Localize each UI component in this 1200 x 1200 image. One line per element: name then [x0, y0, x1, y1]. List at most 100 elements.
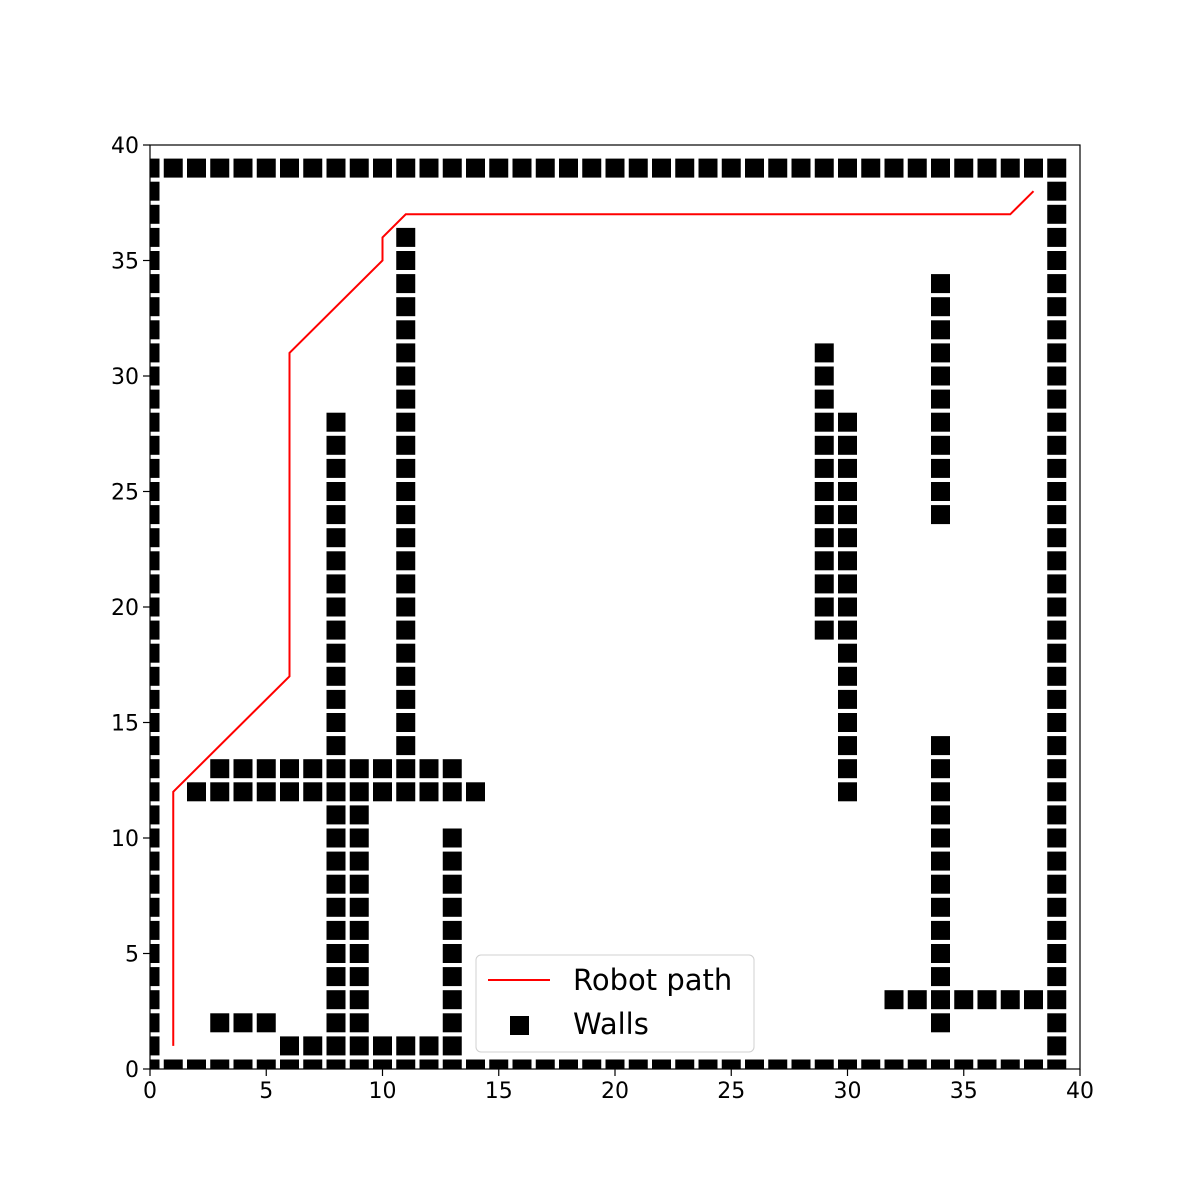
wall-marker [233, 782, 253, 802]
wall-marker [931, 343, 950, 363]
wall-marker [150, 620, 160, 640]
wall-marker [838, 597, 857, 617]
wall-marker [349, 967, 369, 987]
wall-marker [1047, 689, 1067, 709]
wall-marker [1047, 204, 1067, 224]
wall-marker [838, 1059, 857, 1069]
wall-marker [326, 643, 346, 663]
wall-marker [931, 805, 950, 825]
wall-marker [1024, 1059, 1043, 1069]
wall-marker [150, 482, 160, 501]
wall-marker [1047, 967, 1067, 987]
wall-marker [931, 458, 950, 478]
wall-marker [814, 389, 834, 409]
wall-marker [931, 759, 950, 779]
wall-marker [466, 1059, 485, 1069]
wall-marker [280, 1036, 299, 1056]
wall-marker [396, 551, 416, 571]
wall-marker [150, 920, 160, 940]
wall-marker [396, 297, 416, 317]
y-tick-label: 5 [125, 943, 139, 968]
wall-marker [150, 458, 160, 478]
wall-marker [150, 828, 160, 848]
wall-marker [349, 759, 369, 779]
wall-marker [326, 851, 346, 871]
wall-marker [326, 828, 346, 848]
wall-marker [489, 158, 509, 178]
wall-marker [931, 1013, 950, 1033]
wall-marker [814, 551, 834, 571]
wall-marker [326, 458, 346, 478]
y-tick-label: 40 [111, 134, 139, 159]
wall-marker [150, 227, 160, 247]
wall-marker [187, 782, 206, 802]
wall-marker [838, 643, 857, 663]
wall-marker [150, 435, 160, 455]
wall-marker [326, 944, 346, 963]
wall-marker [559, 1059, 578, 1069]
wall-marker [442, 1013, 462, 1033]
wall-marker [838, 736, 857, 756]
wall-marker [326, 528, 346, 548]
wall-marker [884, 1059, 904, 1069]
wall-marker [396, 643, 416, 663]
wall-marker [1024, 990, 1043, 1010]
y-tick-label: 20 [111, 596, 139, 621]
wall-marker [326, 967, 346, 987]
wall-marker [1000, 990, 1020, 1010]
wall-marker [326, 505, 346, 525]
wall-marker [838, 482, 857, 501]
wall-marker [396, 620, 416, 640]
wall-marker [396, 574, 416, 594]
wall-marker [838, 458, 857, 478]
wall-marker [373, 1059, 392, 1069]
wall-marker [233, 1013, 253, 1033]
wall-marker [349, 897, 369, 917]
wall-marker [582, 158, 602, 178]
wall-marker [150, 990, 160, 1010]
wall-marker [150, 759, 160, 779]
wall-marker [466, 782, 485, 802]
wall-marker [814, 412, 834, 432]
wall-marker [838, 666, 857, 686]
x-tick-label: 25 [717, 1079, 745, 1104]
wall-marker [150, 204, 160, 224]
wall-marker [163, 158, 183, 178]
wall-marker [396, 528, 416, 548]
wall-marker [931, 412, 950, 432]
wall-marker [931, 990, 950, 1010]
wall-marker [977, 990, 997, 1010]
wall-marker [233, 158, 253, 178]
wall-marker [489, 1059, 509, 1069]
wall-marker [150, 343, 160, 363]
wall-marker [838, 528, 857, 548]
wall-marker [442, 874, 462, 894]
wall-marker [814, 482, 834, 501]
wall-marker [187, 158, 206, 178]
wall-marker [1047, 620, 1067, 640]
robot-path-layer [172, 190, 1035, 1046]
wall-marker [396, 1036, 416, 1056]
wall-marker [150, 666, 160, 686]
wall-marker [931, 920, 950, 940]
wall-marker [838, 158, 857, 178]
legend-walls-swatch [510, 1016, 529, 1035]
wall-marker [931, 482, 950, 501]
wall-marker [977, 158, 997, 178]
wall-marker [349, 1013, 369, 1033]
wall-marker [326, 990, 346, 1010]
wall-marker [907, 1059, 927, 1069]
wall-marker [559, 158, 578, 178]
wall-marker [1047, 805, 1067, 825]
wall-marker [582, 1059, 602, 1069]
wall-marker [1047, 412, 1067, 432]
wall-marker [1047, 574, 1067, 594]
wall-marker [349, 874, 369, 894]
wall-marker [931, 435, 950, 455]
wall-marker [187, 1059, 206, 1069]
wall-marker [1047, 920, 1067, 940]
wall-marker [419, 1059, 439, 1069]
wall-marker [396, 782, 416, 802]
wall-marker [1047, 828, 1067, 848]
wall-marker [150, 597, 160, 617]
